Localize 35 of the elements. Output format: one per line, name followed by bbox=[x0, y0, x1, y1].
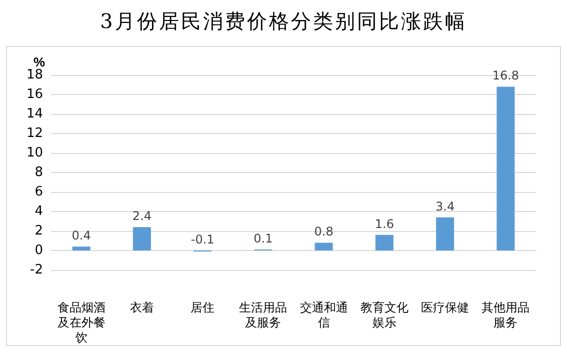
x-tick-label: 交通和通信 bbox=[300, 300, 348, 330]
y-tick-label: 12 bbox=[26, 126, 43, 141]
x-tick-label: 其他用品服务 bbox=[482, 300, 530, 330]
bar bbox=[132, 227, 151, 250]
y-tick-label: 16 bbox=[26, 87, 43, 102]
data-label: 16.8 bbox=[492, 68, 520, 83]
y-tick-label: 2 bbox=[34, 224, 43, 238]
y-tick-label: 4 bbox=[34, 204, 43, 219]
bar bbox=[72, 246, 90, 250]
x-tick-label: 衣着 bbox=[130, 300, 154, 314]
x-tick-label: 居住 bbox=[190, 300, 215, 314]
y-tick-label: 10 bbox=[26, 146, 43, 160]
bar bbox=[436, 217, 454, 250]
chart-title: 3月份居民消费价格分类别同比涨跌幅 bbox=[99, 8, 468, 35]
x-tick-label: 教育文化娱乐 bbox=[360, 300, 408, 330]
data-label: 2.4 bbox=[132, 209, 152, 224]
y-axis-title: % bbox=[33, 54, 46, 70]
data-label: 3.4 bbox=[436, 199, 455, 214]
bar bbox=[496, 86, 515, 250]
y-tick-label: 18 bbox=[26, 68, 43, 82]
data-label: 0.4 bbox=[72, 228, 91, 243]
data-label: 0.1 bbox=[254, 232, 273, 246]
y-tick-label: 8 bbox=[34, 165, 43, 180]
data-label: 1.6 bbox=[374, 216, 394, 231]
data-label: 0.8 bbox=[314, 224, 334, 239]
x-tick-label: 医疗保健 bbox=[421, 300, 470, 314]
y-tick-label: 6 bbox=[34, 184, 43, 200]
data-label: -0.1 bbox=[190, 232, 214, 246]
x-tick-label: 生活用品及服务 bbox=[239, 300, 288, 330]
bar bbox=[375, 234, 394, 250]
y-tick-label: 0 bbox=[34, 243, 43, 258]
x-tick-label: 食品烟酒及在外餐饮 bbox=[57, 300, 106, 344]
bar bbox=[314, 242, 333, 250]
y-tick-label: -2 bbox=[30, 262, 43, 278]
y-tick-label: 14 bbox=[26, 106, 43, 122]
